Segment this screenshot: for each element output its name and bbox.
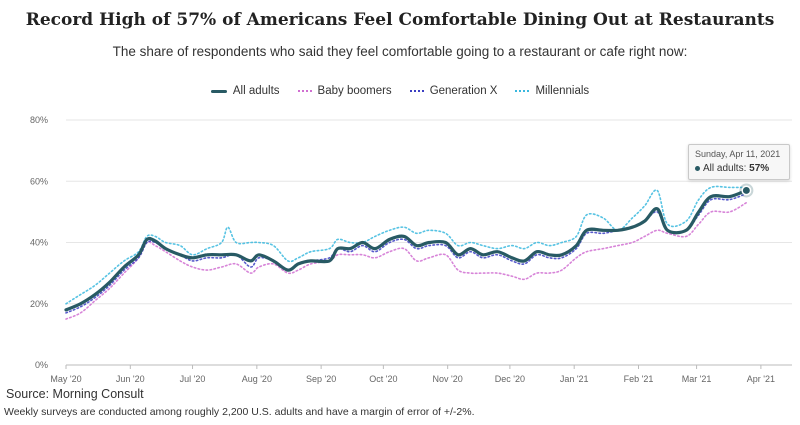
chart-note: Weekly surveys are conducted among rough…	[4, 406, 475, 418]
chart-title: Record High of 57% of Americans Feel Com…	[25, 10, 775, 30]
chart-source: Source: Morning Consult	[6, 387, 144, 401]
legend-label: Generation X	[429, 85, 498, 97]
tooltip-series-dot	[695, 165, 700, 171]
y-tick-label: 20%	[30, 299, 48, 309]
legend-label: Baby boomers	[317, 85, 392, 97]
tooltip-series-label: All adults:	[703, 163, 747, 174]
chart-subtitle: The share of respondents who said they f…	[112, 44, 688, 59]
x-tick-label: Apr '21	[747, 374, 775, 384]
legend-swatch	[297, 90, 312, 92]
legend-item-generation-x[interactable]: Generation X	[409, 85, 498, 97]
legend-item-all-adults[interactable]: All adults	[210, 85, 280, 97]
highlight-point	[741, 185, 752, 196]
x-tick-label: Nov '20	[433, 374, 463, 384]
x-tick-label: Jul '20	[180, 374, 206, 384]
tooltip-date: Sunday, Apr 11, 2021	[695, 149, 781, 159]
x-tick-label: Mar '21	[682, 374, 712, 384]
x-tick-label: Oct '20	[369, 374, 397, 384]
series-line-baby-boomers	[65, 201, 748, 320]
y-tick-label: 80%	[30, 115, 48, 125]
y-tick-label: 40%	[30, 238, 48, 248]
x-tick-label: May '20	[50, 374, 81, 384]
legend-swatch	[210, 89, 227, 93]
tooltip-value-label: 57%	[749, 163, 770, 174]
legend-item-millennials[interactable]: Millennials	[515, 85, 589, 97]
legend-swatch	[409, 90, 424, 92]
x-tick-label: Dec '20	[495, 374, 525, 384]
chart-legend: All adults Baby boomers Generation X Millen…	[0, 85, 800, 97]
tooltip-value: All adults: 57%	[695, 163, 769, 174]
legend-swatch	[515, 90, 530, 92]
legend-label: All adults	[232, 85, 280, 97]
legend-item-baby-boomers[interactable]: Baby boomers	[297, 85, 392, 97]
chart-tooltip: Sunday, Apr 11, 2021 All adults: 57%	[688, 144, 790, 180]
y-tick-label: 0%	[35, 360, 48, 370]
x-tick-label: Jan '21	[560, 374, 589, 384]
x-tick-label: Jun '20	[116, 374, 145, 384]
y-tick-label: 60%	[30, 176, 48, 186]
legend-label: Millennials	[535, 85, 590, 97]
x-tick-label: Sep '20	[306, 374, 336, 384]
x-tick-label: Feb '21	[624, 374, 654, 384]
series-line-millennials	[65, 185, 748, 305]
series-line-all-adults	[64, 188, 748, 312]
x-tick-label: Aug '20	[242, 374, 272, 384]
